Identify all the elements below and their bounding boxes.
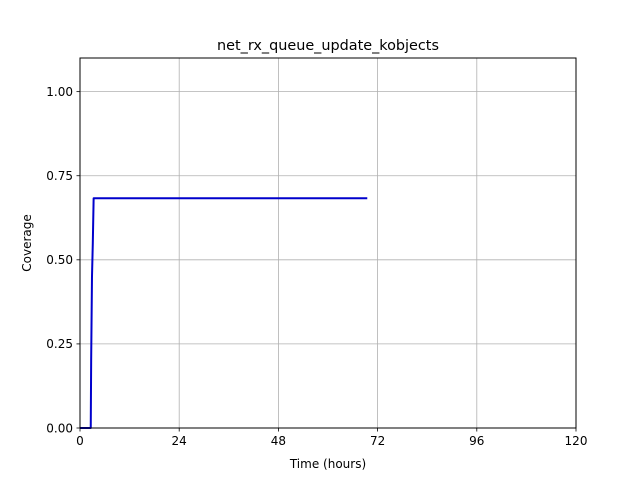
y-tick-label: 0.25 — [46, 337, 73, 351]
y-tick-label: 0.75 — [46, 169, 73, 183]
x-tick-label: 120 — [565, 434, 588, 448]
x-tick-label: 0 — [76, 434, 84, 448]
chart-title: net_rx_queue_update_kobjects — [217, 38, 439, 54]
x-tick-label: 72 — [370, 434, 385, 448]
x-axis-label: Time (hours) — [289, 457, 366, 471]
x-tick-label: 48 — [271, 434, 286, 448]
y-tick-label: 0.00 — [46, 421, 73, 435]
y-axis-label: Coverage — [20, 214, 34, 272]
x-tick-label: 24 — [172, 434, 187, 448]
x-tick-label: 96 — [469, 434, 484, 448]
ticks: 0 24 48 72 96 120 0.00 0.25 0.50 0.75 1.00 — [46, 85, 587, 448]
y-tick-label: 1.00 — [46, 85, 73, 99]
y-tick-label: 0.50 — [46, 253, 73, 267]
axes-frame — [79, 57, 577, 429]
